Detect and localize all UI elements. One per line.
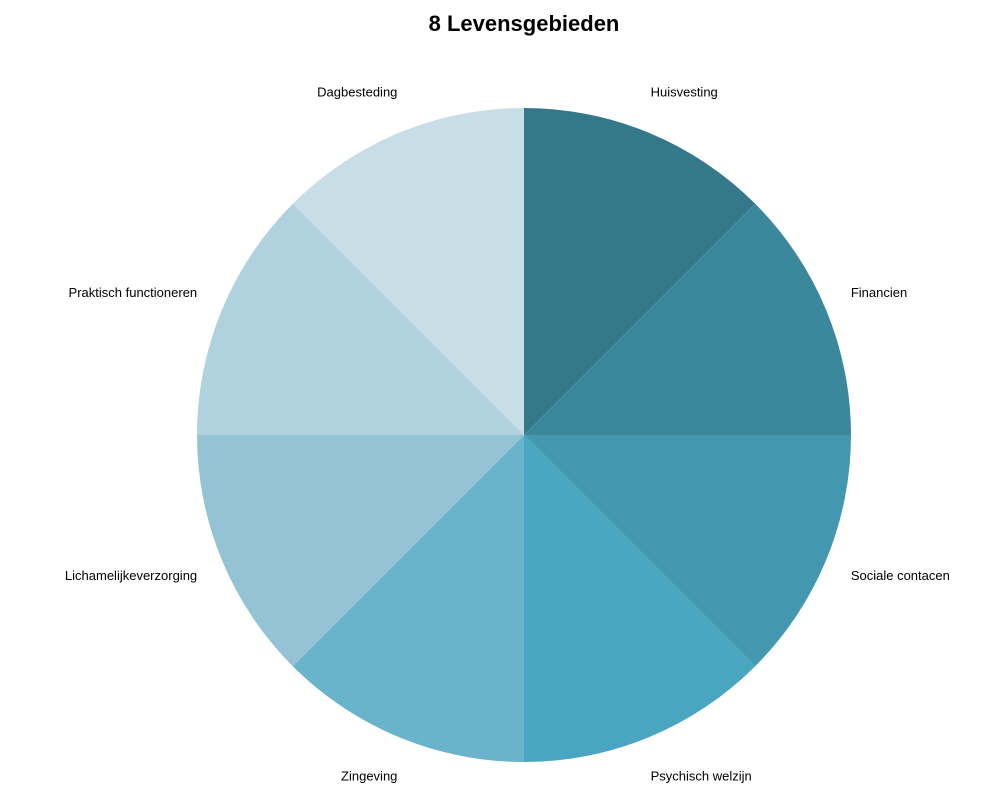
slice-label: Praktisch functioneren (69, 285, 198, 300)
slice-label: Financien (851, 285, 907, 300)
pie-slice (197, 435, 524, 667)
pie-slice (197, 203, 524, 435)
slice-label: Psychisch welzijn (651, 768, 752, 783)
pie-slice (292, 108, 524, 435)
slice-label: Dagbesteding (317, 85, 397, 100)
slice-label: Lichamelijkeverzorging (65, 568, 197, 583)
slice-label: Huisvesting (651, 85, 718, 100)
pie-slice (292, 435, 524, 762)
pie-slice (524, 435, 851, 667)
slice-label: Sociale contacen (851, 568, 950, 583)
pie-slice (524, 108, 756, 435)
chart-title: 8 Levensgebieden (429, 11, 620, 36)
pie-slice (524, 203, 851, 435)
slice-label: Zingeving (341, 768, 397, 783)
pie-slice (524, 435, 756, 762)
